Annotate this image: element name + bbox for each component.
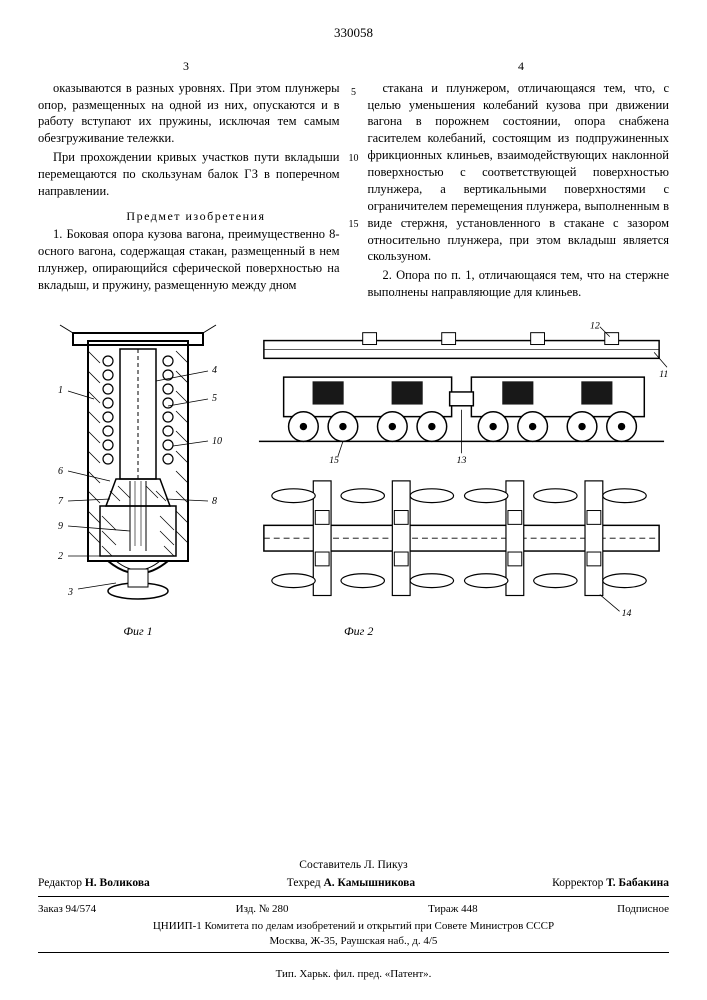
fig-label-12: 12 bbox=[590, 321, 600, 332]
fig-label-4: 4 bbox=[212, 365, 217, 376]
fig-label-2: 2 bbox=[58, 551, 63, 562]
figure-2: 11 12 13 15 14 Фиг 2 bbox=[254, 321, 669, 639]
line-marker: 15 bbox=[349, 218, 359, 232]
fig-label-14: 14 bbox=[622, 608, 632, 619]
figure-1: 1 6 9 7 2 3 4 5 10 8 Фиг 1 bbox=[38, 321, 238, 639]
fig-label-9: 9 bbox=[58, 521, 63, 532]
line-marker: 10 bbox=[349, 152, 359, 166]
figure-1-caption: Фиг 1 bbox=[38, 623, 238, 639]
paragraph: 2. Опора по п. 1, отличающаяся тем, что … bbox=[368, 267, 670, 301]
tirazh: Тираж 448 bbox=[428, 902, 478, 917]
techred-label: Техред bbox=[287, 877, 321, 889]
fig-label-6: 6 bbox=[58, 466, 63, 477]
paragraph: При прохождении кривых участков пути вкл… bbox=[38, 149, 340, 200]
podpis: Подписное bbox=[617, 902, 669, 917]
paragraph: стакана и плунжером, отличающаяся тем, ч… bbox=[368, 80, 670, 266]
editor-label: Редактор bbox=[38, 877, 82, 889]
paragraph: оказываются в разных уровнях. При этом п… bbox=[38, 80, 340, 148]
line-marker: 5 bbox=[351, 86, 356, 100]
addr-line: Москва, Ж-35, Раушская наб., д. 4/5 bbox=[38, 934, 669, 949]
fig-label-8: 8 bbox=[212, 496, 217, 507]
compiler-label: Составитель bbox=[299, 859, 361, 871]
fig-label-11: 11 bbox=[659, 369, 668, 380]
paragraph: 1. Боковая опора кузова вагона, преимуще… bbox=[38, 226, 340, 294]
fig-label-3: 3 bbox=[67, 587, 73, 598]
fig-label-15: 15 bbox=[329, 455, 339, 466]
col-num-left: 3 bbox=[183, 58, 189, 74]
fig-label-5: 5 bbox=[212, 393, 217, 404]
org-line: ЦНИИП-1 Комитета по делам изобретений и … bbox=[38, 919, 669, 934]
fig-label-1: 1 bbox=[58, 385, 63, 396]
compiler-name: Л. Пикуз bbox=[364, 859, 408, 871]
printer-line: Тип. Харьк. фил. пред. «Патент». bbox=[0, 967, 707, 982]
figure-1-svg: 1 6 9 7 2 3 4 5 10 8 bbox=[38, 321, 238, 621]
techred-name: А. Камышникова bbox=[323, 877, 415, 889]
order-no: Заказ 94/574 bbox=[38, 902, 96, 917]
figures-row: 1 6 9 7 2 3 4 5 10 8 Фиг 1 bbox=[38, 321, 669, 639]
col-num-right: 4 bbox=[518, 58, 524, 74]
footer: Составитель Л. Пикуз Редактор Н. Воликов… bbox=[38, 858, 669, 956]
editor-name: Н. Воликова bbox=[85, 877, 150, 889]
figure-2-caption: Фиг 2 bbox=[344, 623, 669, 639]
figure-2-svg: 11 12 13 15 14 bbox=[254, 321, 669, 621]
fig-label-10: 10 bbox=[212, 436, 222, 447]
section-heading: Предмет изобретения bbox=[38, 208, 340, 224]
fig-label-13: 13 bbox=[457, 455, 467, 466]
right-column: стакана и плунжером, отличающаяся тем, ч… bbox=[368, 80, 670, 303]
text-columns: оказываются в разных уровнях. При этом п… bbox=[38, 80, 669, 303]
corrector-label: Корректор bbox=[552, 877, 603, 889]
patent-number: 330058 bbox=[38, 24, 669, 42]
izd-no: Изд. № 280 bbox=[236, 902, 289, 917]
left-column: оказываются в разных уровнях. При этом п… bbox=[38, 80, 340, 303]
fig-label-7: 7 bbox=[58, 496, 64, 507]
corrector-name: Т. Бабакина bbox=[606, 877, 669, 889]
